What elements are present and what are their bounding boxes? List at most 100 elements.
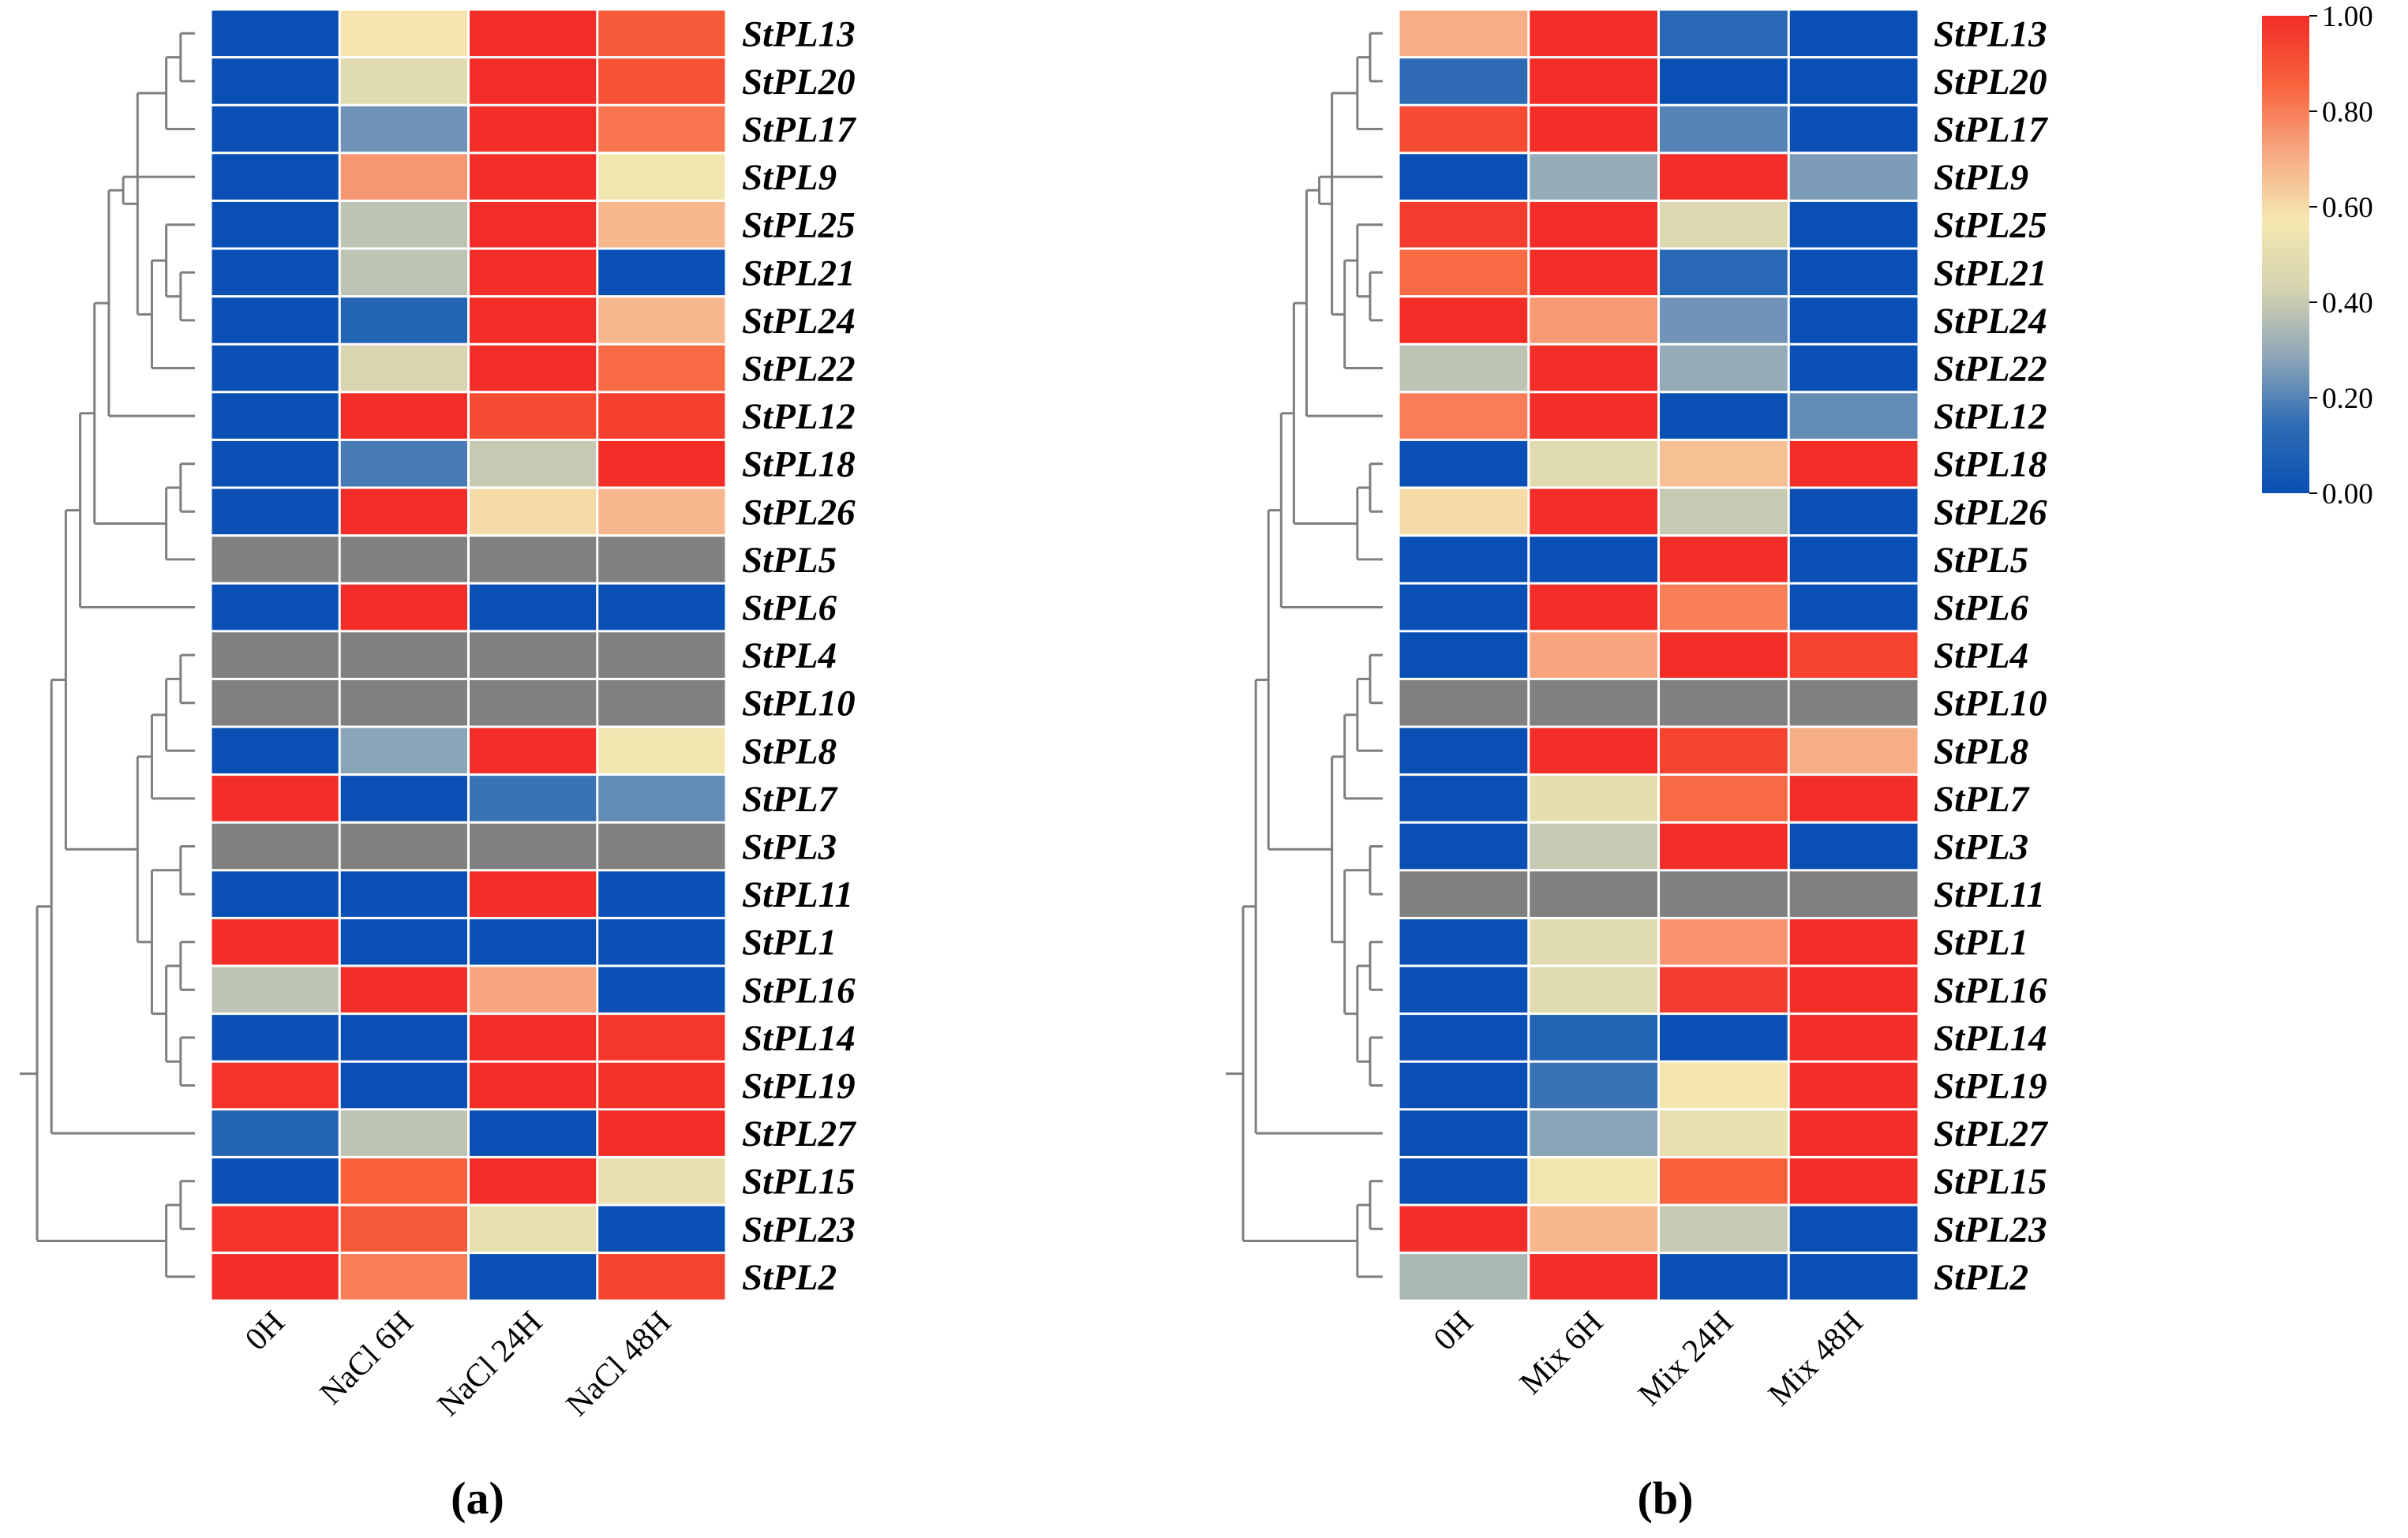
- heatmap-cell: [1660, 488, 1788, 535]
- row-label: StPL12: [742, 396, 856, 437]
- heatmap-cell: [1530, 1158, 1657, 1204]
- row-label: StPL18: [1934, 444, 2047, 485]
- heatmap-cell: [212, 632, 339, 678]
- heatmap-cell: [1530, 537, 1657, 582]
- heatmap-cell: [212, 919, 339, 965]
- colorbar-tick-label: 0.40: [2322, 287, 2373, 320]
- heatmap-cell: [470, 1062, 597, 1109]
- row-label: StPL4: [742, 635, 837, 676]
- heatmap-cell: [1660, 776, 1788, 821]
- heatmap-cell: [1530, 154, 1657, 200]
- row-label: StPL2: [1934, 1257, 2028, 1298]
- heatmap-cell: [1660, 1254, 1788, 1300]
- colorbar-tick-label: 0.80: [2322, 96, 2373, 129]
- row-label: StPL13: [742, 13, 856, 54]
- panel-label: (b): [1638, 1473, 1694, 1524]
- heatmap-cell: [1789, 537, 1918, 582]
- row-label: StPL3: [1934, 827, 2028, 868]
- heatmap-cell: [1789, 440, 1918, 487]
- heatmap-cell: [1530, 584, 1657, 631]
- heatmap-cell: [1530, 58, 1657, 104]
- heatmap-cell: [1530, 440, 1657, 487]
- heatmap-cell: [340, 967, 467, 1013]
- heatmap-cell: [1530, 1062, 1657, 1109]
- row-label: StPL20: [742, 62, 856, 103]
- column-label: NaCl 6H: [313, 1304, 420, 1411]
- heatmap-cell: [1789, 1206, 1918, 1252]
- row-label: StPL15: [1934, 1162, 2047, 1203]
- heatmap-cell: [212, 1062, 339, 1109]
- heatmap-cell: [1530, 871, 1657, 917]
- heatmap-cell: [1399, 823, 1528, 870]
- heatmap-cell: [340, 919, 467, 965]
- heatmap-cell: [1789, 871, 1918, 917]
- row-dendrogram: [20, 32, 195, 1278]
- row-label: StPL24: [1934, 301, 2047, 342]
- heatmap-cell: [1660, 871, 1788, 917]
- row-label: StPL9: [1934, 157, 2028, 198]
- heatmap-cell: [470, 201, 597, 248]
- row-label: StPL25: [742, 205, 856, 246]
- heatmap-cell: [598, 632, 725, 678]
- heatmap-cell: [1789, 1254, 1918, 1300]
- heatmap-cell: [1530, 776, 1657, 821]
- heatmap-cell: [1660, 1062, 1788, 1109]
- heatmap-cell: [212, 393, 339, 439]
- heatmap-cell: [212, 1158, 339, 1204]
- heatmap-cell: [598, 537, 725, 582]
- heatmap-cell: [1399, 1110, 1528, 1156]
- heatmap-cell: [1789, 154, 1918, 200]
- row-label: StPL5: [1934, 540, 2028, 581]
- heatmap-cell: [470, 249, 597, 296]
- heatmap-cell: [1660, 154, 1788, 200]
- row-label: StPL14: [1934, 1018, 2047, 1059]
- heatmap-cell: [1399, 967, 1528, 1013]
- heatmap-cell: [340, 393, 467, 439]
- heatmap-cell: [598, 967, 725, 1013]
- heatmap-cell: [1399, 728, 1528, 774]
- heatmap-cell: [340, 154, 467, 200]
- heatmap-cell: [470, 679, 597, 726]
- column-labels: 0H Mix 6H Mix 24H Mix 48H: [1426, 1304, 1870, 1413]
- column-label: 0H: [1426, 1304, 1480, 1357]
- heatmap-cell: [1789, 345, 1918, 391]
- heatmap-cell: [1660, 537, 1788, 582]
- heatmap-panel-a: StPL13 StPL20 StPL17 StPL9 StPL25 StPL21 StPL2…: [20, 9, 857, 1524]
- heatmap-cell: [1660, 1110, 1788, 1156]
- heatmap-cell: [598, 488, 725, 535]
- row-label: StPL27: [742, 1113, 857, 1154]
- row-label: StPL1: [1934, 922, 2028, 964]
- heatmap-cell: [470, 919, 597, 965]
- heatmap-cell: [598, 1254, 725, 1300]
- heatmap-cell: [1660, 1206, 1788, 1252]
- heatmap-cell: [1789, 1158, 1918, 1204]
- heatmap-cell: [1530, 728, 1657, 774]
- row-label: StPL4: [1934, 635, 2028, 676]
- heatmap-cell: [1530, 345, 1657, 391]
- row-label: StPL19: [1934, 1066, 2047, 1107]
- heatmap-cell: [470, 871, 597, 917]
- heatmap-cell: [470, 1110, 597, 1156]
- heatmap-cell: [598, 1206, 725, 1252]
- heatmap-cell: [598, 776, 725, 821]
- heatmap-cell: [1399, 106, 1528, 152]
- heatmap-cell: [470, 106, 597, 152]
- heatmap-cell: [1399, 58, 1528, 104]
- heatmap-cell: [340, 58, 467, 104]
- row-label: StPL7: [742, 779, 839, 820]
- heatmap-cell: [1399, 249, 1528, 296]
- heatmap-cell: [1530, 297, 1657, 343]
- row-label: StPL22: [1934, 349, 2047, 390]
- heatmap-cell: [340, 632, 467, 678]
- row-label: StPL20: [1934, 62, 2047, 103]
- heatmap-cell: [340, 1158, 467, 1204]
- row-label: StPL13: [1934, 13, 2047, 54]
- heatmap-cell: [598, 1015, 725, 1061]
- heatmap-cell: [470, 584, 597, 631]
- column-label: Mix 48H: [1761, 1304, 1870, 1413]
- colorbar-ticks: 1.00 0.80 0.60 0.40 0.20 0.00: [2309, 1, 2373, 511]
- heatmap-cell: [598, 154, 725, 200]
- colorbar-tick-label: 0.00: [2322, 478, 2373, 511]
- heatmap-cell: [212, 1254, 339, 1300]
- heatmap-cell: [1530, 679, 1657, 726]
